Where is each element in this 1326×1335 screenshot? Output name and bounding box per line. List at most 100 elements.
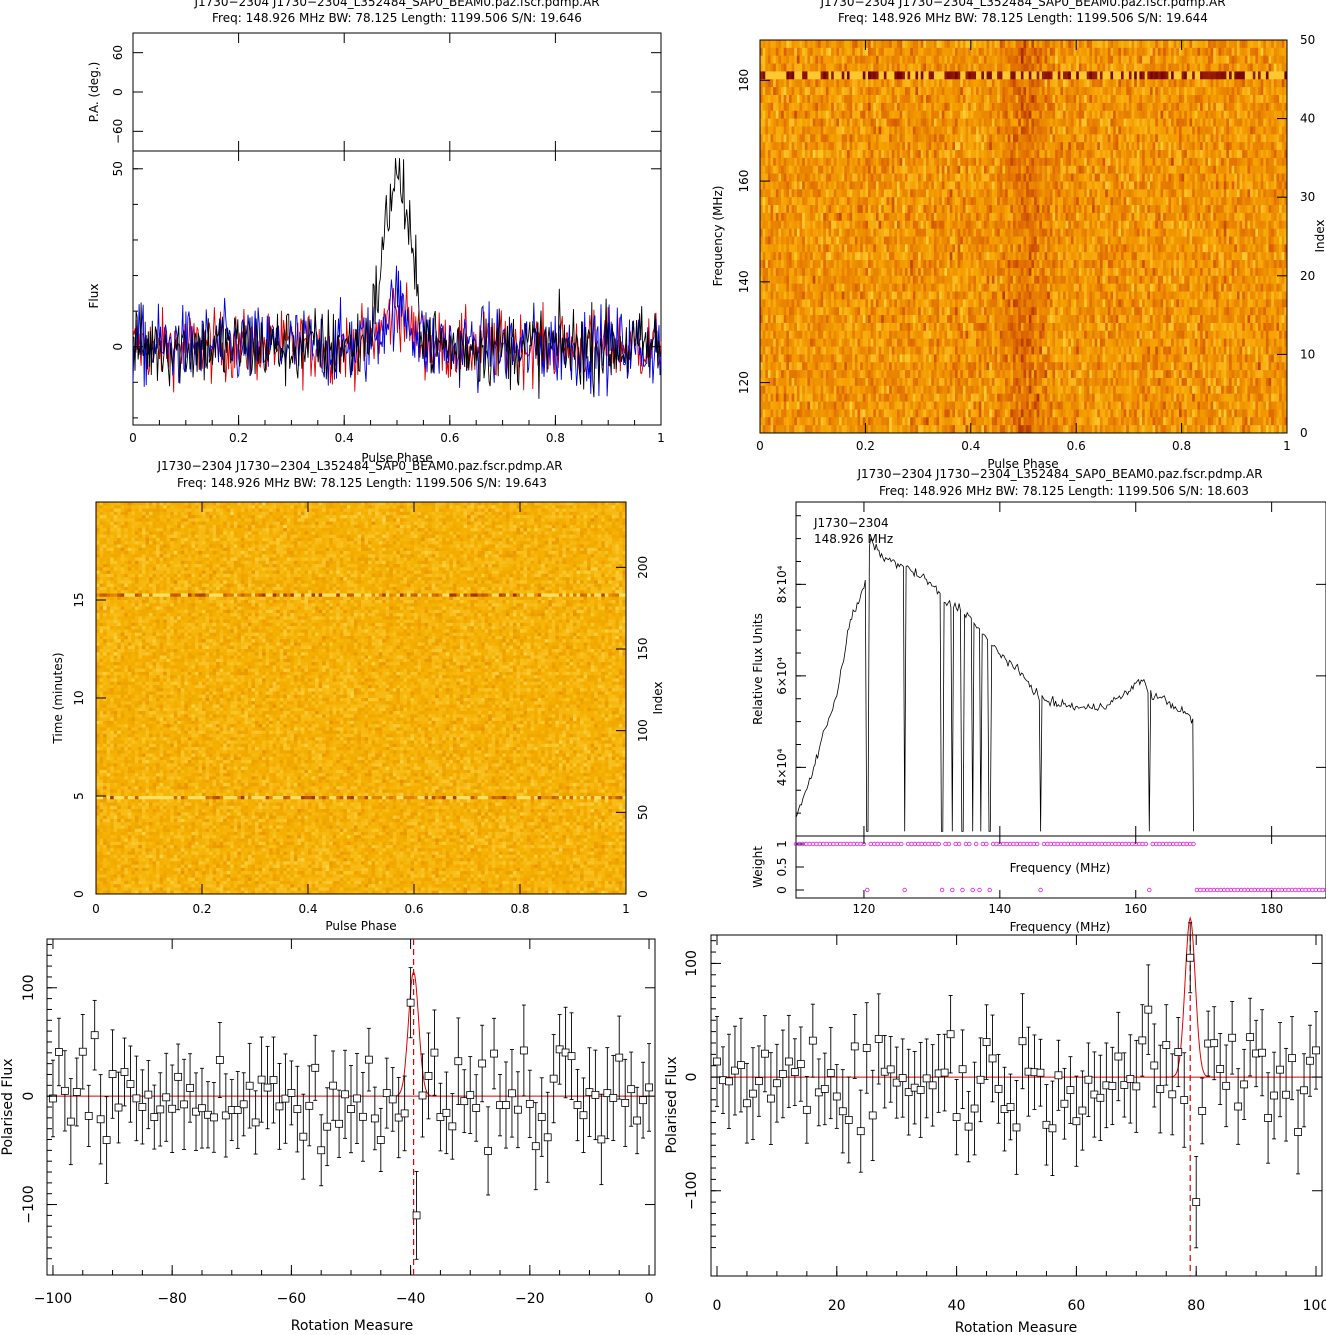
heatmap-cell bbox=[899, 55, 903, 64]
heatmap-cell bbox=[1086, 47, 1090, 57]
heatmap-cell bbox=[1234, 95, 1238, 104]
heatmap-cell bbox=[894, 205, 898, 214]
heatmap-cell bbox=[1236, 205, 1240, 214]
heatmap-cell bbox=[904, 220, 908, 230]
heatmap-cell bbox=[1173, 181, 1177, 190]
heatmap-cell bbox=[891, 63, 895, 72]
heatmap-cell bbox=[854, 71, 858, 80]
heatmap-cell bbox=[1015, 126, 1019, 135]
heatmap-cell bbox=[767, 212, 771, 222]
heatmap-cell bbox=[778, 142, 782, 151]
heatmap-cell bbox=[1020, 197, 1024, 206]
heatmap-cell bbox=[781, 110, 785, 119]
heatmap-cell bbox=[965, 150, 969, 159]
heatmap-cell bbox=[936, 165, 940, 175]
heatmap-cell bbox=[902, 220, 906, 230]
heatmap-cell bbox=[1205, 40, 1209, 49]
heatmap-cell bbox=[1086, 40, 1090, 49]
heatmap-cell bbox=[1258, 102, 1262, 112]
heatmap-cell bbox=[1157, 205, 1161, 214]
heatmap-cell bbox=[1076, 181, 1080, 190]
heatmap-cell bbox=[1105, 40, 1109, 49]
heatmap-cell bbox=[1015, 205, 1019, 214]
heatmap-cell bbox=[1041, 157, 1045, 167]
heatmap-cell bbox=[1250, 157, 1254, 167]
heatmap-cell bbox=[807, 126, 811, 135]
heatmap-cell bbox=[983, 150, 988, 159]
heatmap-cell bbox=[1012, 197, 1016, 206]
heatmap-cell bbox=[1231, 197, 1235, 206]
heatmap-cell bbox=[1065, 173, 1069, 182]
heatmap-cell bbox=[1149, 40, 1154, 49]
heatmap-cell bbox=[1258, 181, 1262, 190]
heatmap-cell bbox=[873, 110, 877, 119]
heatmap-cell bbox=[788, 189, 793, 198]
heatmap-cell bbox=[1113, 189, 1117, 198]
heatmap-cell bbox=[1239, 142, 1243, 151]
heatmap-cell bbox=[1252, 212, 1256, 222]
heatmap-cell bbox=[831, 150, 835, 159]
heatmap-cell bbox=[1144, 150, 1148, 159]
heatmap-cell bbox=[1076, 173, 1080, 182]
heatmap-cell bbox=[976, 228, 980, 237]
heatmap-cell bbox=[965, 47, 969, 57]
heatmap-cell bbox=[920, 63, 924, 72]
heatmap-cell bbox=[1247, 47, 1251, 57]
heatmap-cell bbox=[920, 79, 924, 88]
heatmap-cell bbox=[957, 110, 961, 119]
heatmap-cell bbox=[781, 205, 785, 214]
heatmap-cell bbox=[1060, 220, 1064, 230]
heatmap-cell bbox=[1023, 150, 1027, 159]
heatmap-cell bbox=[788, 87, 793, 96]
heatmap-cell bbox=[1102, 126, 1106, 135]
heatmap-cell bbox=[910, 40, 914, 49]
heatmap-cell bbox=[1099, 63, 1103, 72]
heatmap-cell bbox=[910, 95, 914, 104]
heatmap-cell bbox=[894, 126, 898, 135]
heatmap-cell bbox=[1041, 102, 1045, 112]
heatmap-cell bbox=[857, 71, 861, 80]
heatmap-cell bbox=[1149, 87, 1154, 96]
heatmap-cell bbox=[1142, 118, 1146, 127]
heatmap-cell bbox=[1250, 47, 1254, 57]
heatmap-cell bbox=[978, 95, 982, 104]
heatmap-cell bbox=[1107, 95, 1111, 104]
heatmap-cell bbox=[926, 47, 930, 57]
heatmap-cell bbox=[762, 95, 766, 104]
heatmap-cell bbox=[1123, 40, 1127, 49]
heatmap-cell bbox=[1031, 55, 1035, 64]
heatmap-cell bbox=[852, 228, 856, 237]
heatmap-cell bbox=[1036, 165, 1040, 175]
heatmap-cell bbox=[786, 134, 790, 143]
heatmap-cell bbox=[778, 79, 782, 88]
heatmap-cell bbox=[1260, 95, 1264, 104]
heatmap-cell bbox=[1273, 63, 1277, 72]
heatmap-cell bbox=[1186, 165, 1190, 175]
heatmap-cell bbox=[807, 181, 811, 190]
heatmap-cell bbox=[1007, 220, 1011, 230]
heatmap-cell bbox=[973, 173, 977, 182]
heatmap-cell bbox=[1252, 63, 1256, 72]
heatmap-cell bbox=[844, 63, 848, 72]
heatmap-cell bbox=[1242, 220, 1246, 230]
heatmap-cell bbox=[852, 63, 856, 72]
heatmap-cell bbox=[839, 150, 843, 159]
heatmap-cell bbox=[823, 87, 827, 96]
heatmap-cell bbox=[1028, 181, 1032, 190]
heatmap-cell bbox=[1165, 197, 1169, 206]
heatmap-cell bbox=[1092, 126, 1096, 135]
heatmap-cell bbox=[976, 157, 980, 167]
heatmap-cell bbox=[1007, 110, 1011, 119]
heatmap-cell bbox=[920, 102, 924, 112]
heatmap-cell bbox=[1126, 197, 1130, 206]
heatmap-cell bbox=[991, 102, 995, 112]
heatmap-cell bbox=[1178, 110, 1182, 119]
heatmap-cell bbox=[997, 79, 1001, 88]
heatmap-cell bbox=[1102, 47, 1106, 57]
heatmap-cell bbox=[1218, 205, 1222, 214]
heatmap-cell bbox=[802, 71, 806, 80]
heatmap-cell bbox=[1247, 95, 1251, 104]
heatmap-cell bbox=[1205, 95, 1209, 104]
heatmap-cell bbox=[957, 40, 961, 49]
heatmap-cell bbox=[1126, 181, 1130, 190]
